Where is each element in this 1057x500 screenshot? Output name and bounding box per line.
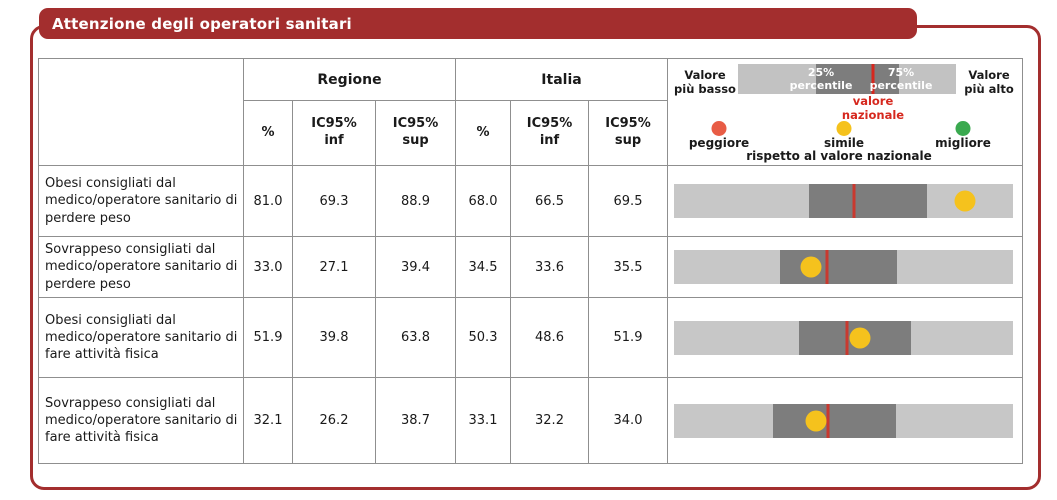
table-row: Obesi consigliati dal medico/operatore s… [38, 297, 1023, 378]
national-value-line [852, 184, 856, 218]
italia-ic-sup-value: 51.9 [588, 297, 668, 378]
italia-ic-inf-value: 66.5 [510, 165, 589, 237]
corner-cell [38, 58, 244, 166]
legend-interquartile-band [816, 64, 900, 94]
region-value-dot [805, 410, 827, 431]
legend-25th-percentile-label: 25% percentile [789, 65, 853, 92]
italia-pct-value: 68.0 [455, 165, 511, 237]
header-italia-ic-sup: IC95% sup [588, 100, 668, 166]
percentile-chart-cell [667, 377, 1023, 464]
regione-ic-inf-value: 39.8 [292, 297, 376, 378]
interquartile-band [772, 403, 897, 438]
section-title-bar: Attenzione degli operatori sanitari [39, 8, 917, 39]
percentile-bar [674, 184, 1013, 218]
group-header-row: Regione Italia Valore più basso 25% perc… [38, 58, 1023, 166]
legend-better-label: migliore [935, 136, 991, 150]
row-label: Sovrappeso consigliati dal medico/operat… [38, 236, 244, 298]
regione-pct-value: 51.9 [243, 297, 293, 378]
header-regione-ic-sup: IC95% sup [375, 100, 456, 166]
italia-ic-sup-value: 34.0 [588, 377, 668, 464]
legend-percentile-bar: 25% percentile 75% percentile [738, 64, 956, 94]
legend-highest-value-label: Valore più alto [964, 68, 1014, 97]
percentile-bar [674, 320, 1013, 355]
regione-ic-sup-value: 39.4 [375, 236, 456, 298]
worse-dot-icon [711, 121, 727, 136]
regione-ic-inf-value: 69.3 [292, 165, 376, 237]
legend-similar-label: simile [823, 136, 865, 150]
column-group-regione: Regione [243, 58, 456, 101]
regione-pct-value: 32.1 [243, 377, 293, 464]
header-italia-pct: % [455, 100, 511, 166]
italia-ic-inf-value: 33.6 [510, 236, 589, 298]
row-label: Sovrappeso consigliati dal medico/operat… [38, 377, 244, 464]
italia-pct-value: 50.3 [455, 297, 511, 378]
table-row: Sovrappeso consigliati dal medico/operat… [38, 236, 1023, 298]
similar-dot-icon [836, 121, 852, 136]
row-label: Obesi consigliati dal medico/operatore s… [38, 165, 244, 237]
row-label: Obesi consigliati dal medico/operatore s… [38, 297, 244, 378]
italia-ic-sup-value: 69.5 [588, 165, 668, 237]
header-regione-pct: % [243, 100, 293, 166]
legend-cell: Valore più basso 25% percentile 75% perc… [667, 58, 1023, 166]
regione-pct-value: 33.0 [243, 236, 293, 298]
legend-similar-note: rispetto al valore nazionale [746, 149, 932, 163]
legend-worse-label: peggiore [688, 136, 750, 150]
header-italia-ic-inf: IC95% inf [510, 100, 589, 166]
legend-national-value-label: valore nazionale [841, 94, 905, 122]
page-title: Attenzione degli operatori sanitari [52, 14, 352, 33]
regione-ic-inf-value: 26.2 [292, 377, 376, 464]
percentile-chart-cell [667, 165, 1023, 237]
region-value-dot [954, 190, 976, 212]
italia-ic-sup-value: 35.5 [588, 236, 668, 298]
interquartile-band [808, 184, 928, 218]
italia-pct-value: 34.5 [455, 236, 511, 298]
header-regione-ic-inf: IC95% inf [292, 100, 376, 166]
legend-national-value-line [871, 64, 875, 94]
region-value-dot [800, 256, 822, 278]
regione-pct-value: 81.0 [243, 165, 293, 237]
table-row: Obesi consigliati dal medico/operatore s… [38, 165, 1023, 237]
italia-pct-value: 33.1 [455, 377, 511, 464]
legend-75th-percentile-label: 75% percentile [869, 65, 933, 92]
percentile-chart-cell [667, 236, 1023, 298]
italia-ic-inf-value: 48.6 [510, 297, 589, 378]
column-group-italia: Italia [455, 58, 668, 101]
italia-ic-inf-value: 32.2 [510, 377, 589, 464]
national-value-line [825, 250, 829, 284]
regione-ic-sup-value: 88.9 [375, 165, 456, 237]
national-value-line [845, 320, 849, 355]
percentile-chart-cell [667, 297, 1023, 378]
better-dot-icon [955, 121, 971, 136]
percentile-bar [674, 403, 1013, 438]
interquartile-band [779, 250, 898, 284]
percentile-bar [674, 250, 1013, 284]
regione-ic-sup-value: 63.8 [375, 297, 456, 378]
regione-ic-sup-value: 38.7 [375, 377, 456, 464]
table-row: Sovrappeso consigliati dal medico/operat… [38, 377, 1023, 464]
data-table: Regione Italia Valore più basso 25% perc… [38, 58, 1023, 464]
sub-header-row: % IC95% inf IC95% sup % IC95% inf IC95% … [39, 100, 1023, 166]
region-value-dot [849, 327, 871, 348]
regione-ic-inf-value: 27.1 [292, 236, 376, 298]
legend-lowest-value-label: Valore più basso [674, 68, 736, 97]
national-value-line [826, 403, 830, 438]
